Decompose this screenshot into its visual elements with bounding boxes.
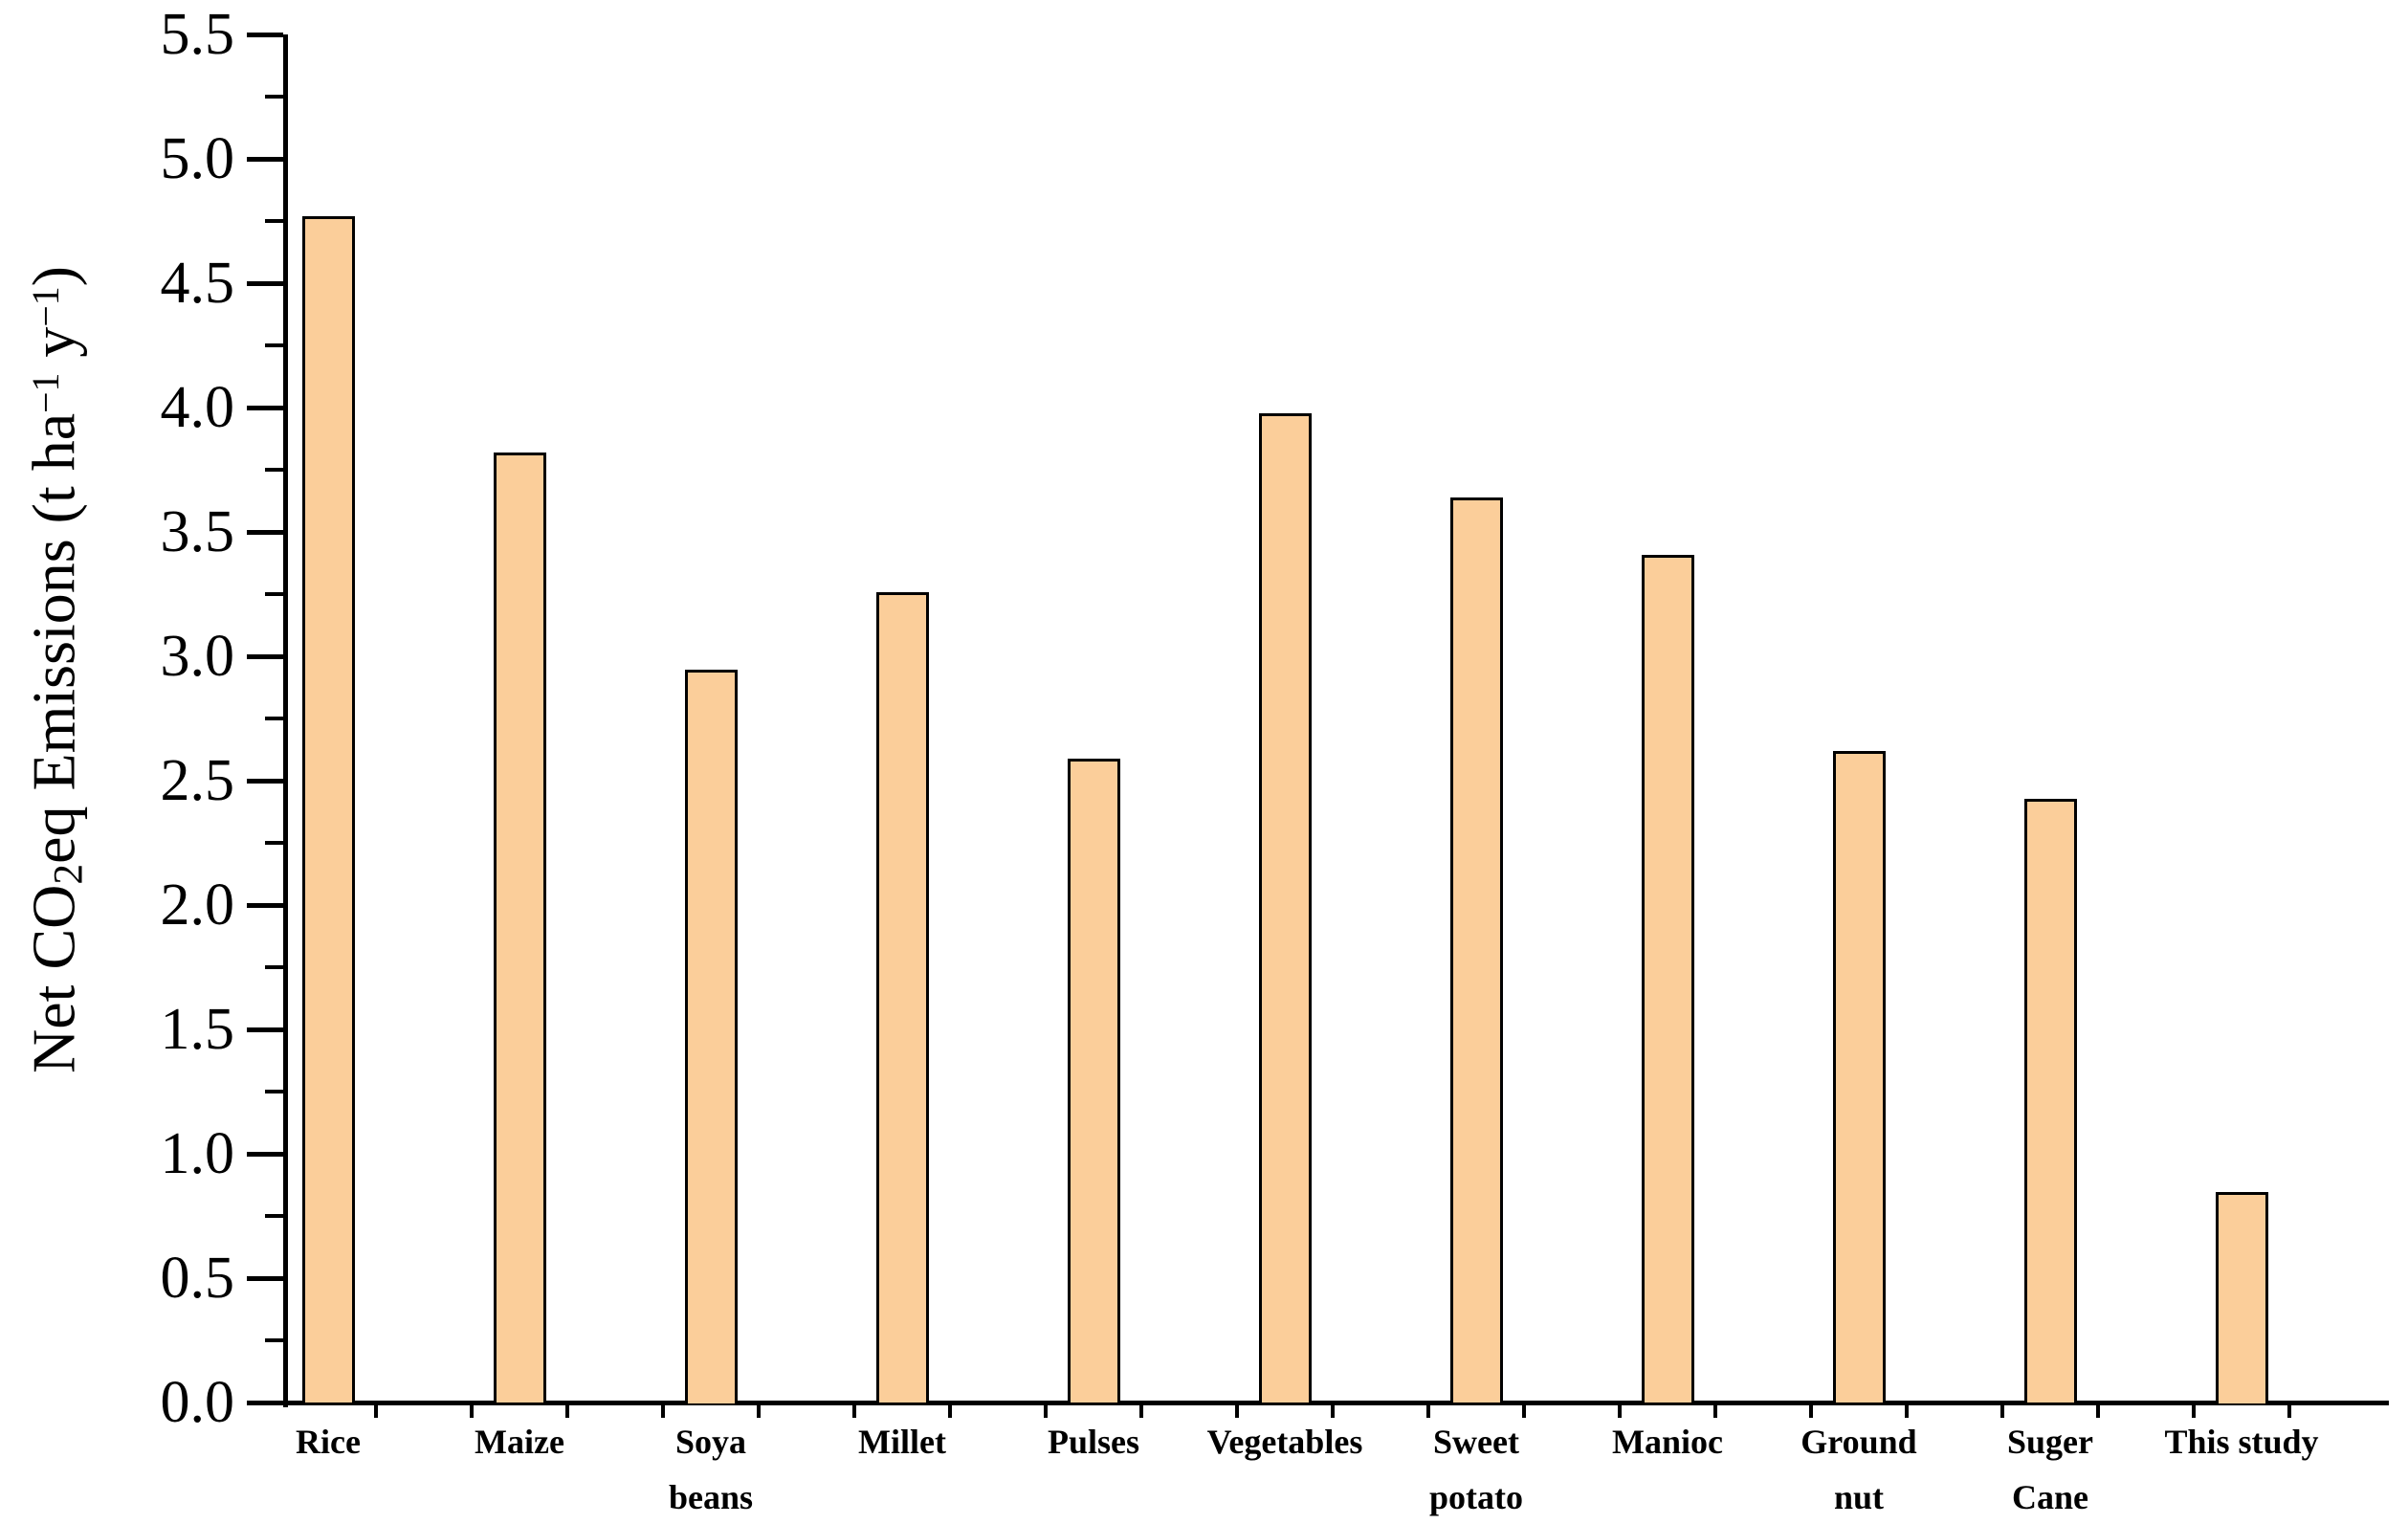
x-minor-tick [374,1405,378,1418]
y-tick-label: 1.0 [160,1121,235,1186]
y-minor-tick [265,841,283,845]
x-minor-tick [948,1405,952,1418]
x-minor-tick [2000,1405,2004,1418]
y-major-tick [247,653,283,659]
y-major-tick [247,778,283,784]
x-minor-tick [1331,1405,1335,1418]
y-minor-tick [265,343,283,347]
category-label-suger-cane: Suger Cane [1940,1414,2160,1524]
x-minor-tick [1139,1405,1143,1418]
y-major-tick [247,1027,283,1032]
category-label-pulses: Pulses [983,1414,1204,1469]
category-label-ground-nut: Ground nut [1749,1414,1969,1524]
bar-pulses [1067,759,1120,1403]
bar-sweet-potato [1449,497,1503,1403]
y-minor-tick [265,717,283,720]
category-label-line: Ground [1800,1423,1917,1461]
bar-ground-nut [1832,751,1886,1403]
y-major-tick [247,280,283,286]
x-axis-line [283,1401,2389,1405]
category-label-vegetables: Vegetables [1175,1414,1395,1469]
bar-soya-beans [684,669,738,1403]
category-label-manioc: Manioc [1557,1414,1778,1469]
y-axis-title-text: y [19,326,88,373]
bar-this-study [2215,1191,2268,1403]
category-label-line: Millet [858,1423,946,1461]
x-minor-tick [1235,1405,1239,1418]
x-minor-tick [1618,1405,1622,1418]
y-major-tick [247,902,283,908]
category-label-this-study: This study [2132,1414,2352,1469]
category-label-millet: Millet [792,1414,1012,1469]
y-axis-line [283,34,288,1407]
y-minor-tick [265,1338,283,1342]
category-label-line: Rice [296,1423,361,1461]
x-minor-tick [852,1405,856,1418]
x-minor-tick [757,1405,761,1418]
y-tick-label: 1.5 [160,997,235,1062]
x-minor-tick [1713,1405,1717,1418]
x-minor-tick [470,1405,474,1418]
category-label-line: Sweet [1433,1423,1519,1461]
bar-rice [301,216,355,1403]
y-minor-tick [265,965,283,969]
y-tick-label: 4.0 [160,375,235,440]
category-label-line: nut [1833,1478,1885,1516]
category-label-rice: Rice [218,1414,438,1469]
category-label-line: Pulses [1047,1423,1139,1461]
y-tick-label: 5.0 [160,126,235,191]
category-label-line: Soya [674,1423,747,1461]
bar-manioc [1641,554,1694,1403]
y-major-tick [247,32,283,37]
x-minor-tick [1522,1405,1526,1418]
category-label-line: Suger [2007,1423,2093,1461]
y-tick-label: 5.5 [160,2,235,67]
category-label-line: Maize [475,1423,564,1461]
y-minor-tick [265,1214,283,1218]
y-major-tick [247,1400,283,1405]
x-minor-tick [1426,1405,1430,1418]
y-tick-label: 3.0 [160,624,235,689]
y-tick-label: 3.5 [160,499,235,564]
y-tick-label: 2.0 [160,872,235,938]
category-label-line: This study [2164,1423,2319,1461]
x-minor-tick [2192,1405,2196,1418]
y-minor-tick [265,592,283,596]
bar-suger-cane [2023,798,2077,1403]
category-label-maize: Maize [409,1414,630,1469]
x-minor-tick [2287,1405,2291,1418]
category-label-soya-beans: Soya beans [601,1414,821,1524]
y-major-tick [247,156,283,162]
y-tick-label: 4.5 [160,251,235,316]
y-major-tick [247,1151,283,1157]
category-label-line: Cane [2012,1478,2088,1516]
category-label-line: potato [1429,1478,1523,1516]
y-major-tick [247,529,283,535]
x-minor-tick [1044,1405,1048,1418]
y-tick-label: 0.5 [160,1246,235,1311]
y-minor-tick [265,219,283,223]
bar-vegetables [1258,412,1312,1403]
y-major-tick [247,405,283,410]
x-minor-tick [2096,1405,2100,1418]
category-label-line: Vegetables [1206,1423,1363,1461]
x-minor-tick [661,1405,665,1418]
y-minor-tick [265,1090,283,1093]
x-minor-tick [1905,1405,1909,1418]
y-tick-label: 0.0 [160,1370,235,1435]
y-minor-tick [265,95,283,99]
category-label-line: Manioc [1612,1423,1723,1461]
category-label-line: beans [668,1478,754,1516]
category-label-sweet-potato: Sweet potato [1366,1414,1586,1524]
bar-maize [493,453,546,1403]
x-minor-tick [1809,1405,1813,1418]
y-tick-label: 2.5 [160,748,235,813]
y-major-tick [247,1275,283,1281]
y-minor-tick [265,468,283,472]
x-minor-tick [565,1405,569,1418]
bar-millet [875,591,929,1403]
